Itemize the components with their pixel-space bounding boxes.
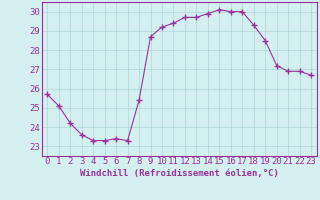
- X-axis label: Windchill (Refroidissement éolien,°C): Windchill (Refroidissement éolien,°C): [80, 169, 279, 178]
